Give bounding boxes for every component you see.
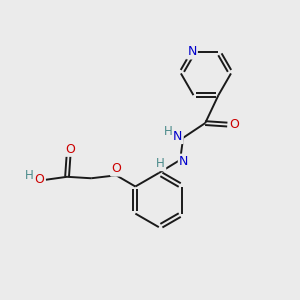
- Text: O: O: [230, 118, 240, 131]
- Text: H: H: [164, 125, 172, 138]
- Text: O: O: [65, 142, 75, 156]
- Text: N: N: [173, 130, 182, 143]
- Text: O: O: [34, 173, 44, 186]
- Text: H: H: [156, 157, 165, 170]
- Text: O: O: [111, 162, 121, 175]
- Text: N: N: [179, 155, 188, 168]
- Text: H: H: [25, 169, 34, 182]
- Text: N: N: [187, 45, 196, 58]
